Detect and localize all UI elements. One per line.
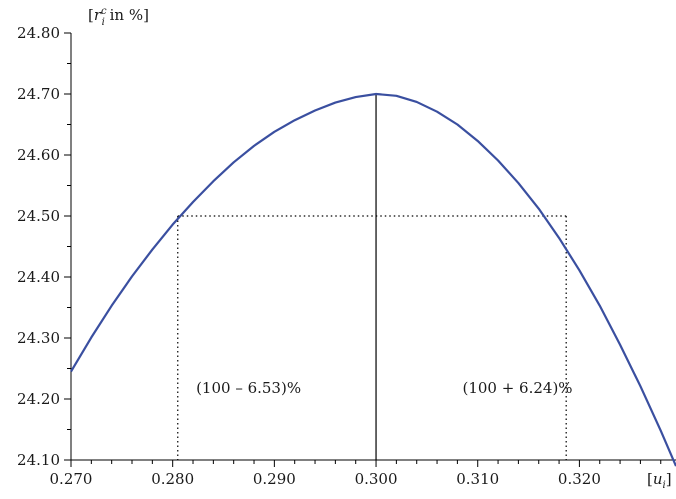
- x-tick-label: 0.310: [456, 470, 499, 488]
- y-axis: 24.10 24.20 24.30 24.40 24.50 24.60 24.70 24.80: [17, 24, 72, 469]
- y-tick-label: 24.10: [17, 451, 60, 469]
- y-tick-label: 24.80: [17, 24, 60, 42]
- x-tick-label: 0.270: [50, 470, 93, 488]
- x-axis: 0.270 0.280 0.290 0.300 0.310 0.320: [50, 459, 676, 488]
- guide-lines: [177, 94, 567, 460]
- series: [70, 92, 676, 467]
- annotations: (100 – 6.53)% (100 + 6.24)%: [196, 379, 572, 397]
- x-tick-label: 0.300: [355, 470, 398, 488]
- x-tick-label: 0.290: [253, 470, 296, 488]
- annotation-label: (100 + 6.24)%: [462, 379, 572, 397]
- y-tick-label: 24.70: [17, 85, 60, 103]
- x-axis-label: [ui]: [647, 470, 672, 491]
- y-tick-label: 24.30: [17, 329, 60, 347]
- annotation-label: (100 – 6.53)%: [196, 379, 301, 397]
- x-tick-label: 0.280: [151, 470, 194, 488]
- y-tick-label: 24.50: [17, 207, 60, 225]
- x-tick-label: 0.320: [558, 470, 601, 488]
- y-axis-label: [rc i in %]: [88, 6, 149, 28]
- y-tick-label: 24.40: [17, 268, 60, 286]
- y-tick-label: 24.60: [17, 146, 60, 164]
- y-tick-label: 24.20: [17, 390, 60, 408]
- series-line: [70, 92, 676, 467]
